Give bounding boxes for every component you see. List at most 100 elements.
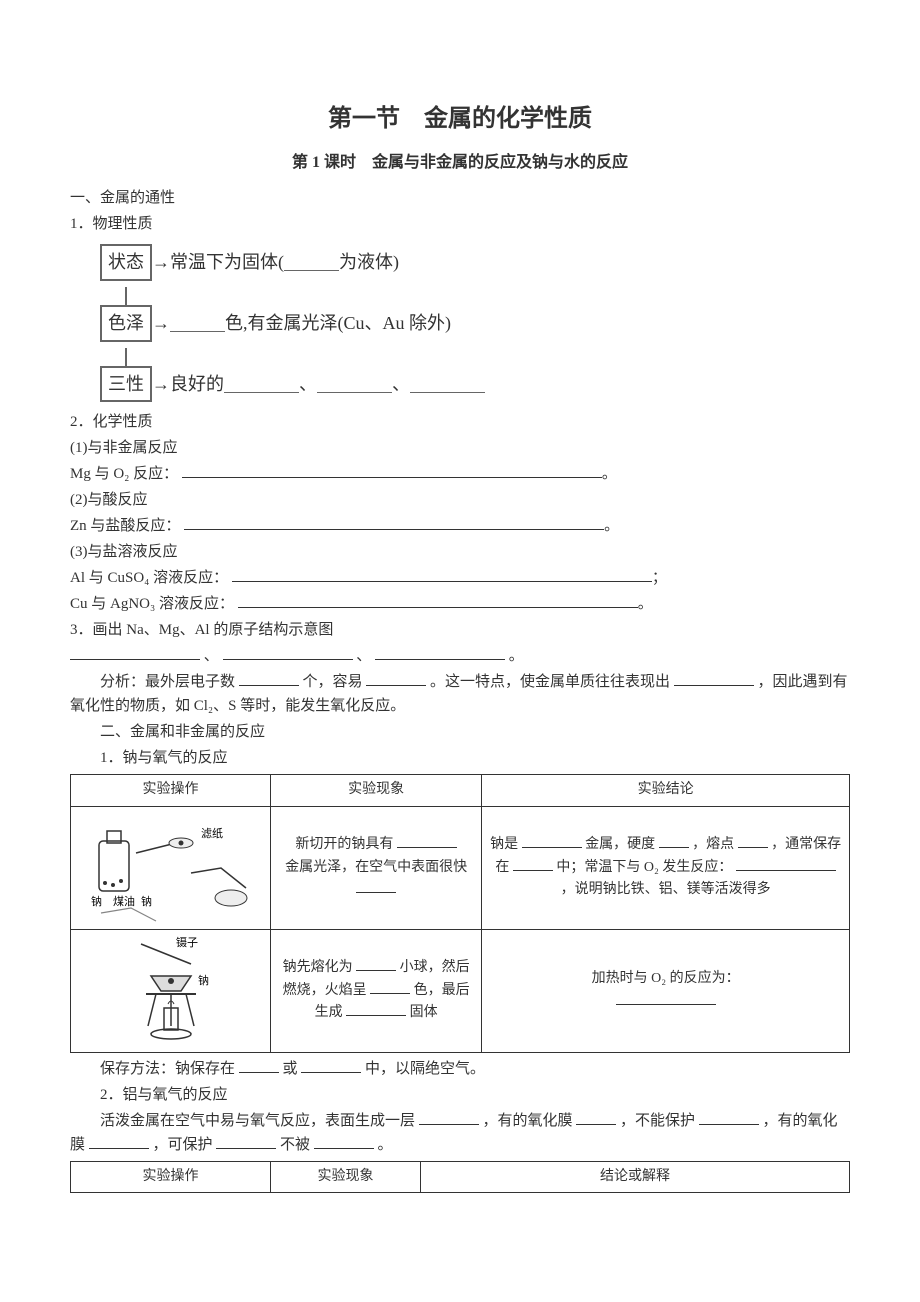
- eq-zn-hcl: Zn 与盐酸反应： 。: [70, 514, 850, 538]
- label-na2: 钠: [141, 894, 152, 908]
- text: 金属，硬度: [585, 837, 655, 852]
- col-phenomenon: 实验现象: [271, 775, 482, 806]
- text: 加热时与 O₂ 的反应为：: [592, 971, 740, 986]
- blank: [238, 593, 638, 608]
- blank: [89, 1134, 149, 1149]
- text: ，熔点: [692, 837, 734, 852]
- blank: [184, 515, 604, 530]
- col-phenomenon: 实验现象: [271, 1161, 421, 1192]
- blank: [356, 957, 396, 971]
- blank: [699, 1110, 759, 1125]
- analysis-line: 分析：最外层电子数 个，容易 。这一特点，使金属单质往往表现出 ，因此遇到有氧化…: [70, 670, 850, 718]
- label: Zn 与盐酸反应：: [70, 518, 180, 534]
- text: 新切开的钠具有: [295, 837, 393, 852]
- exp-image-1: 滤纸 煤油 钠 钠: [71, 806, 271, 929]
- text: 固体: [410, 1005, 438, 1020]
- diag-t2a: →: [152, 309, 170, 338]
- diagram-row-three: 三性 →良好的 、 、: [100, 366, 850, 403]
- blank: [410, 375, 485, 393]
- col-explain: 结论或解释: [421, 1161, 850, 1192]
- label-tweezers: 镊子: [176, 936, 198, 949]
- blank: [356, 879, 396, 893]
- blank: [301, 1058, 361, 1073]
- col-operation: 实验操作: [71, 775, 271, 806]
- store-method-line: 保存方法：钠保存在 或 中，以隔绝空气。: [70, 1057, 850, 1081]
- connector: [125, 348, 127, 366]
- text: 。: [378, 1137, 393, 1153]
- table-row: 滤纸 煤油 钠 钠 新切开的钠具有 金属光泽，在空气中表面很快 钠是 金属，硬度…: [71, 806, 850, 929]
- box-three: 三性: [100, 366, 152, 403]
- blank: [397, 834, 457, 848]
- text: ，不能保护: [620, 1113, 695, 1129]
- text: 不被: [280, 1137, 310, 1153]
- eq-cu-agno3: Cu 与 AgNO₃ 溶液反应： 。: [70, 592, 850, 616]
- blank: [216, 1134, 276, 1149]
- blank: [736, 857, 836, 871]
- label: Mg 与 O₂ 反应：: [70, 466, 178, 482]
- blank: [232, 567, 652, 582]
- blank: [239, 671, 299, 686]
- text: 金属光泽，在空气中表面很快: [285, 860, 467, 875]
- blank: [223, 645, 353, 660]
- blank: [314, 1134, 374, 1149]
- text: 。这一特点，使金属单质往往表现出: [430, 674, 670, 690]
- table-row: 镊子 钠 钠先熔化为 小球，然后燃烧，火焰呈 色，最后生成 固体: [71, 929, 850, 1052]
- sec1-p2-2: (2)与酸反应: [70, 488, 850, 512]
- blank: [370, 980, 410, 994]
- blank: [738, 834, 768, 848]
- label-na1: 钠: [91, 894, 102, 908]
- page-subtitle: 第 1 课时 金属与非金属的反应及钠与水的反应: [70, 150, 850, 176]
- sec1-p2-1: (1)与非金属反应: [70, 436, 850, 460]
- sec2-p2: 2．铝与氧气的反应: [70, 1083, 850, 1107]
- text: 中；常温下与 O₂ 发生反应：: [556, 860, 732, 875]
- sec2-p1: 1．钠与氧气的反应: [70, 746, 850, 770]
- blank: [239, 1058, 279, 1073]
- text: 中，以隔绝空气。: [365, 1061, 485, 1077]
- table-header-row: 实验操作 实验现象 结论或解释: [71, 1161, 850, 1192]
- label-kerosene: 煤油: [113, 894, 135, 908]
- sep: 、: [356, 648, 371, 664]
- diagram-row-state: 状态 →常温下为固体( 为液体): [100, 244, 850, 281]
- eq-mg-o2: Mg 与 O₂ 反应： 。: [70, 462, 850, 486]
- conclusion-cell-1: 钠是 金属，硬度 ，熔点 ，通常保存在 中；常温下与 O₂ 发生反应： ，说明钠…: [482, 806, 850, 929]
- blank: [674, 671, 754, 686]
- diag-t1a: →常温下为固体(: [152, 248, 284, 277]
- bottle-cut-icon: 滤纸 煤油 钠 钠: [81, 813, 261, 923]
- blank: [366, 671, 426, 686]
- blank: [522, 834, 582, 848]
- section-2-heading: 二、金属和非金属的反应: [70, 720, 850, 744]
- text: 钠是: [490, 837, 518, 852]
- blank: [70, 645, 200, 660]
- blank: [576, 1110, 616, 1125]
- label-filter-paper: 滤纸: [201, 827, 223, 840]
- text: 钠先熔化为: [283, 960, 353, 975]
- phenomenon-cell-1: 新切开的钠具有 金属光泽，在空气中表面很快: [271, 806, 482, 929]
- exp-image-2: 镊子 钠: [71, 929, 271, 1052]
- blank: [419, 1110, 479, 1125]
- sep2: 、: [392, 370, 410, 399]
- label: Al 与 CuSO₄ 溶液反应：: [70, 570, 228, 586]
- blank: [170, 314, 225, 332]
- text: 个，容易: [303, 674, 363, 690]
- page-title: 第一节 金属的化学性质: [70, 100, 850, 138]
- experiment-table-2: 实验操作 实验现象 结论或解释: [70, 1161, 850, 1193]
- text: 保存方法：钠保存在: [100, 1061, 235, 1077]
- text: 活泼金属在空气中易与氧气反应，表面生成一层: [100, 1113, 415, 1129]
- conclusion-cell-2: 加热时与 O₂ 的反应为：: [482, 929, 850, 1052]
- blank: [659, 834, 689, 848]
- blank: [284, 253, 339, 271]
- eq-al-cuso4: Al 与 CuSO₄ 溶液反应： ；: [70, 566, 850, 590]
- table-header-row: 实验操作 实验现象 实验结论: [71, 775, 850, 806]
- blank: [616, 991, 716, 1005]
- sec1-p1: 1．物理性质: [70, 212, 850, 236]
- sec1-p3: 3．画出 Na、Mg、Al 的原子结构示意图: [70, 618, 850, 642]
- diag-t1b: 为液体): [339, 248, 399, 277]
- atom-diagrams-line: 、 、 。: [70, 644, 850, 668]
- sep: 、: [204, 648, 219, 664]
- sec1-p2-3: (3)与盐溶液反应: [70, 540, 850, 564]
- blank: [317, 375, 392, 393]
- text: ，说明钠比铁、铝、镁等活泼得多: [561, 882, 771, 897]
- text: ，可保护: [153, 1137, 213, 1153]
- al-o2-text: 活泼金属在空气中易与氧气反应，表面生成一层 ，有的氧化膜 ，不能保护 ，有的氧化…: [70, 1109, 850, 1157]
- phenomenon-cell-2: 钠先熔化为 小球，然后燃烧，火焰呈 色，最后生成 固体: [271, 929, 482, 1052]
